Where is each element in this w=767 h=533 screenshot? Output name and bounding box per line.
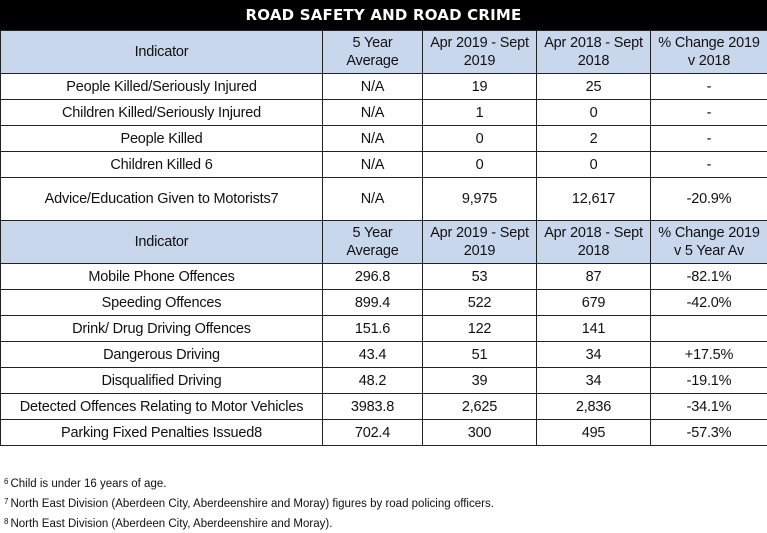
value-2018-cell: 87 — [536, 263, 651, 290]
value-2019-cell: 122 — [422, 315, 537, 342]
indicator-cell: Dangerous Driving — [0, 341, 323, 368]
avg-cell: N/A — [322, 125, 423, 152]
value-2018-cell: 0 — [536, 151, 651, 178]
value-2018-cell: 34 — [536, 367, 651, 394]
value-2019-cell: 51 — [422, 341, 537, 368]
avg-cell: N/A — [322, 73, 423, 100]
table-row: Advice/Education Given to Motorists7 N/A… — [0, 177, 767, 221]
table-row: Children Killed 6 N/A 0 0 - — [0, 151, 767, 178]
indicator-cell: Speeding Offences — [0, 289, 323, 316]
avg-cell: N/A — [322, 151, 423, 178]
footnote-text: North East Division (Aberdeen City, Aber… — [10, 498, 494, 510]
value-2018-cell: 25 — [536, 73, 651, 100]
change-cell: - — [650, 99, 767, 126]
avg-cell: 899.4 — [322, 289, 423, 316]
indicator-cell: Drink/ Drug Driving Offences — [0, 315, 323, 342]
indicator-cell: Parking Fixed Penalties Issued8 — [0, 419, 323, 446]
table2-header-change: % Change 2019 v 5 Year Av — [650, 220, 767, 264]
table-row: People Killed/Seriously Injured N/A 19 2… — [0, 73, 767, 100]
table-row: People Killed N/A 0 2 - — [0, 125, 767, 152]
avg-cell: 296.8 — [322, 263, 423, 290]
value-2018-cell: 34 — [536, 341, 651, 368]
table2-header-indicator: Indicator — [0, 220, 323, 264]
table-row: Dangerous Driving 43.4 51 34 +17.5% — [0, 341, 767, 368]
change-cell — [650, 315, 767, 342]
change-cell: - — [650, 125, 767, 152]
table-row: Speeding Offences 899.4 522 679 -42.0% — [0, 289, 767, 316]
table2-header-2019: Apr 2019 - Sept 2019 — [422, 220, 537, 264]
change-cell: - — [650, 151, 767, 178]
indicator-cell: Advice/Education Given to Motorists7 — [0, 177, 323, 221]
page-title: ROAD SAFETY AND ROAD CRIME — [0, 0, 767, 30]
value-2019-cell: 39 — [422, 367, 537, 394]
avg-cell: N/A — [322, 177, 423, 221]
value-2019-cell: 1 — [422, 99, 537, 126]
table-row: Drink/ Drug Driving Offences 151.6 122 1… — [0, 315, 767, 342]
indicator-cell: Detected Offences Relating to Motor Vehi… — [0, 393, 323, 420]
value-2018-cell: 0 — [536, 99, 651, 126]
footnote-text: Child is under 16 years of age. — [10, 478, 167, 490]
indicator-cell: People Killed — [0, 125, 323, 152]
change-cell: -19.1% — [650, 367, 767, 394]
value-2018-cell: 679 — [536, 289, 651, 316]
value-2019-cell: 2,625 — [422, 393, 537, 420]
change-cell: -57.3% — [650, 419, 767, 446]
indicator-cell: Children Killed 6 — [0, 151, 323, 178]
footnote-number: 8 — [4, 517, 9, 526]
value-2019-cell: 522 — [422, 289, 537, 316]
value-2019-cell: 19 — [422, 73, 537, 100]
footnote-number: 6 — [4, 477, 9, 486]
footnote-text: North East Division (Aberdeen City, Aber… — [10, 518, 333, 530]
value-2018-cell: 495 — [536, 419, 651, 446]
indicator-cell: Disqualified Driving — [0, 367, 323, 394]
value-2018-cell: 2 — [536, 125, 651, 152]
table1-header-indicator: Indicator — [0, 30, 323, 74]
table-row: Detected Offences Relating to Motor Vehi… — [0, 393, 767, 420]
indicator-cell: Mobile Phone Offences — [0, 263, 323, 290]
change-cell: -34.1% — [650, 393, 767, 420]
avg-cell: 702.4 — [322, 419, 423, 446]
footnote: 7 North East Division (Aberdeen City, Abe… — [4, 493, 764, 513]
value-2019-cell: 0 — [422, 151, 537, 178]
avg-cell: N/A — [322, 99, 423, 126]
footnote: 8 North East Division (Aberdeen City, Abe… — [4, 513, 764, 533]
value-2018-cell: 2,836 — [536, 393, 651, 420]
table-row: Parking Fixed Penalties Issued8 702.4 30… — [0, 419, 767, 446]
value-2019-cell: 9,975 — [422, 177, 537, 221]
table-row: Children Killed/Seriously Injured N/A 1 … — [0, 99, 767, 126]
table1-header-5yr-avg: 5 Year Average — [322, 30, 423, 74]
avg-cell: 43.4 — [322, 341, 423, 368]
value-2019-cell: 0 — [422, 125, 537, 152]
value-2018-cell: 141 — [536, 315, 651, 342]
table-row: Mobile Phone Offences 296.8 53 87 -82.1% — [0, 263, 767, 290]
table2-header-row: Indicator 5 Year Average Apr 2019 - Sept… — [0, 220, 767, 264]
change-cell: -42.0% — [650, 289, 767, 316]
table1-header-change: % Change 2019 v 2018 — [650, 30, 767, 74]
indicator-cell: People Killed/Seriously Injured — [0, 73, 323, 100]
table-row: Disqualified Driving 48.2 39 34 -19.1% — [0, 367, 767, 394]
avg-cell: 3983.8 — [322, 393, 423, 420]
road-safety-table: Indicator 5 Year Average Apr 2019 - Sept… — [0, 30, 767, 446]
table1-header-2018: Apr 2018 - Sept 2018 — [536, 30, 651, 74]
value-2019-cell: 300 — [422, 419, 537, 446]
change-cell: -82.1% — [650, 263, 767, 290]
table2-header-2018: Apr 2018 - Sept 2018 — [536, 220, 651, 264]
change-cell: - — [650, 73, 767, 100]
table1-header-row: Indicator 5 Year Average Apr 2019 - Sept… — [0, 30, 767, 74]
footnote: 6 Child is under 16 years of age. — [4, 473, 764, 493]
change-cell: +17.5% — [650, 341, 767, 368]
footnotes: 6 Child is under 16 years of age. 7 North … — [4, 473, 764, 533]
avg-cell: 151.6 — [322, 315, 423, 342]
indicator-cell: Children Killed/Seriously Injured — [0, 99, 323, 126]
table1-header-2019: Apr 2019 - Sept 2019 — [422, 30, 537, 74]
table2-header-5yr-avg: 5 Year Average — [322, 220, 423, 264]
avg-cell: 48.2 — [322, 367, 423, 394]
value-2019-cell: 53 — [422, 263, 537, 290]
footnote-number: 7 — [4, 497, 9, 506]
change-cell: -20.9% — [650, 177, 767, 221]
value-2018-cell: 12,617 — [536, 177, 651, 221]
